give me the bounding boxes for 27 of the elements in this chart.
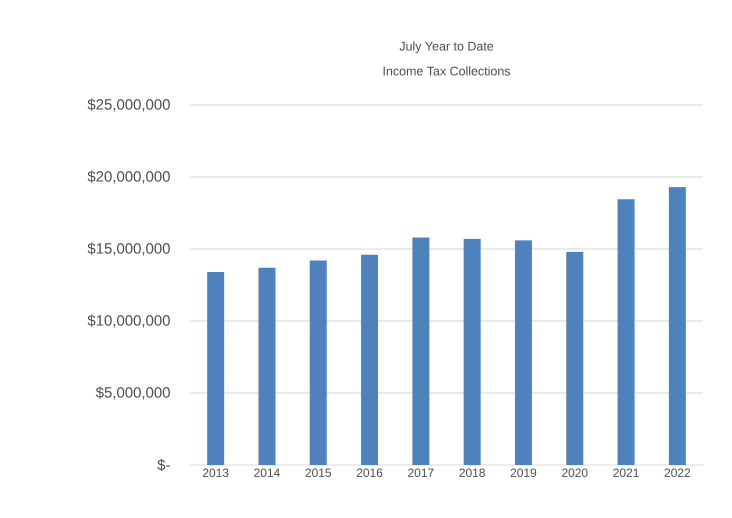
bar <box>361 254 378 465</box>
bar <box>258 268 276 465</box>
x-tick-label: 2014 <box>254 468 280 477</box>
y-tick-label: $5,000,000 <box>96 386 170 400</box>
bar <box>566 252 584 465</box>
y-tick-label: $25,000,000 <box>88 98 170 112</box>
bar <box>618 199 635 465</box>
bar <box>464 238 481 465</box>
x-tick-label: 2016 <box>356 468 382 477</box>
x-tick-label: 2018 <box>459 468 485 477</box>
x-tick-label: 2022 <box>664 468 690 477</box>
bar <box>412 237 430 465</box>
x-tick-label: 2015 <box>306 468 332 477</box>
y-tick-label: $10,000,000 <box>88 314 170 328</box>
y-tick-label: $20,000,000 <box>88 170 170 184</box>
bar <box>310 260 327 465</box>
x-tick-label: 2020 <box>562 468 588 477</box>
bar <box>207 272 224 465</box>
y-tick-label: $15,000,000 <box>88 242 170 256</box>
chart-title: July Year to Date Income Tax Collections <box>384 41 510 76</box>
x-tick-label: 2013 <box>202 468 228 477</box>
x-tick-label: 2017 <box>408 468 434 477</box>
y-tick-label: $- <box>157 458 170 472</box>
bar <box>668 187 686 465</box>
x-tick-label: 2021 <box>613 468 639 477</box>
bar <box>514 240 532 465</box>
x-tick-label: 2019 <box>510 468 536 477</box>
